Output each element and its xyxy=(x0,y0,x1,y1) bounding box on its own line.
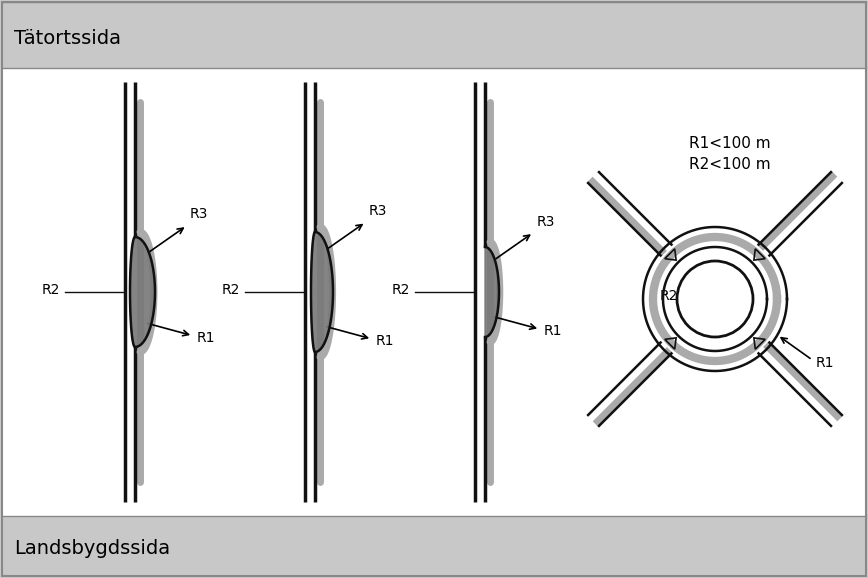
Circle shape xyxy=(677,261,753,337)
Bar xyxy=(2,68,866,516)
Text: R1: R1 xyxy=(544,324,562,338)
Bar xyxy=(2,2,866,68)
Text: R2: R2 xyxy=(391,283,410,297)
Text: R3: R3 xyxy=(536,214,555,228)
Text: R2: R2 xyxy=(42,283,60,297)
Text: R1<100 m
R2<100 m: R1<100 m R2<100 m xyxy=(689,136,771,172)
Text: Tätortssida: Tätortssida xyxy=(14,29,121,48)
Text: R3: R3 xyxy=(190,208,208,221)
Text: R1: R1 xyxy=(197,331,215,344)
Text: Landsbygdssida: Landsbygdssida xyxy=(14,539,170,558)
Polygon shape xyxy=(130,237,155,347)
Polygon shape xyxy=(311,232,333,352)
Text: R1: R1 xyxy=(376,334,394,348)
Text: R1: R1 xyxy=(815,356,834,370)
Text: R2: R2 xyxy=(221,283,240,297)
Text: R3: R3 xyxy=(369,204,387,218)
Bar xyxy=(2,516,866,576)
Text: R2: R2 xyxy=(660,289,678,303)
Polygon shape xyxy=(485,247,499,337)
